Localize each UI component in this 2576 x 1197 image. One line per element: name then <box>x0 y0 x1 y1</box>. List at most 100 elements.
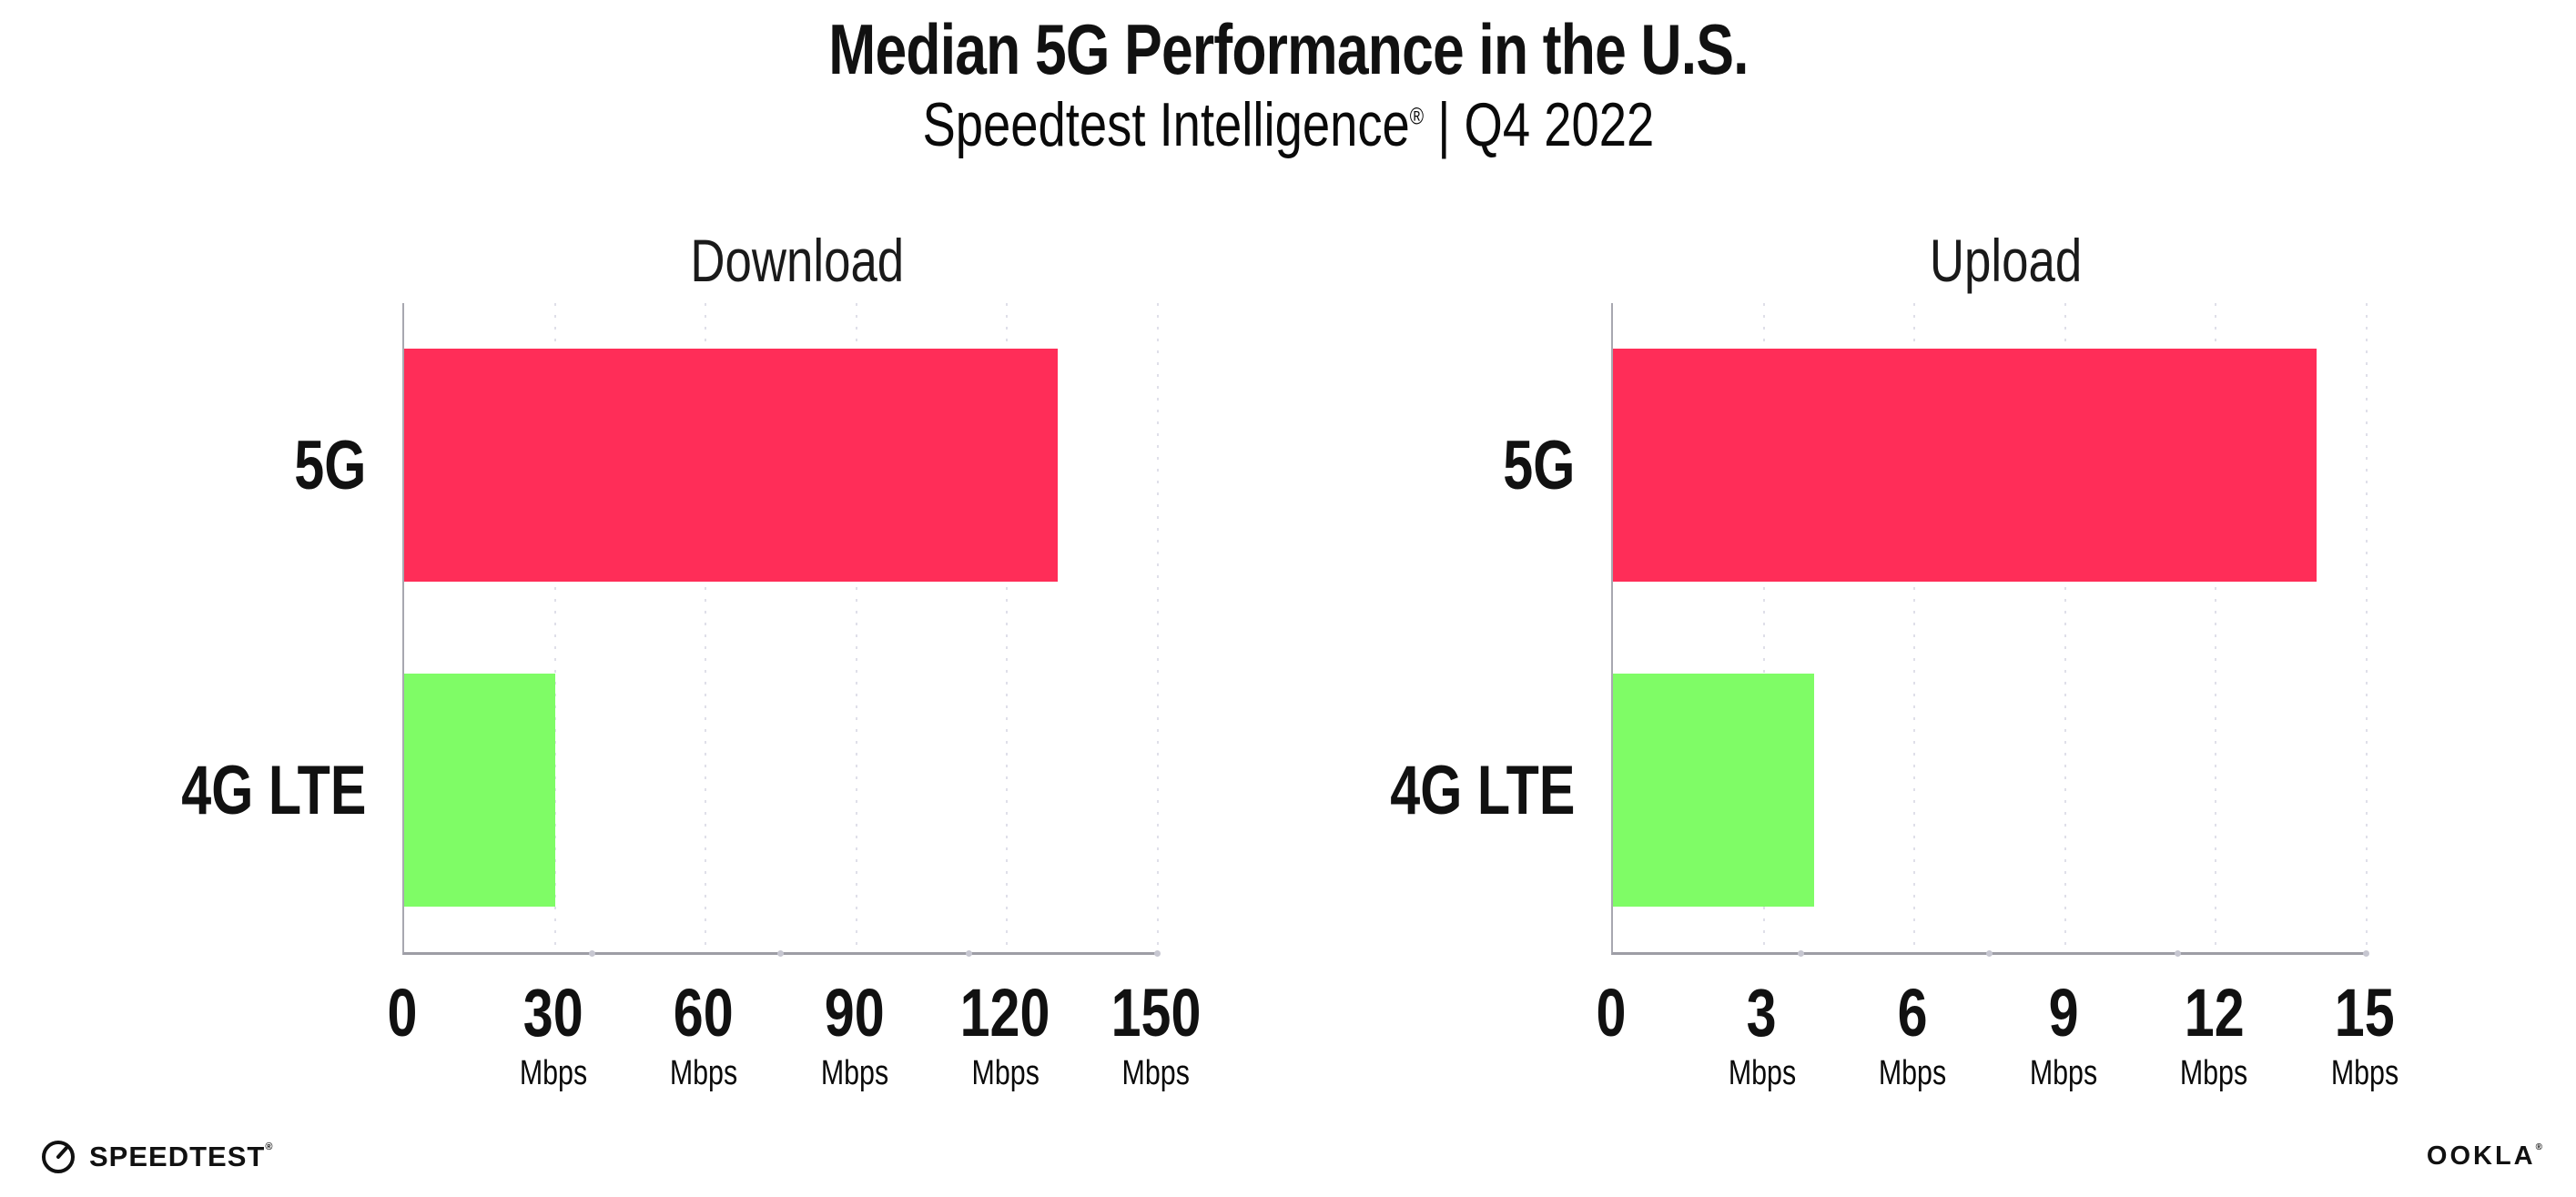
x-tick-value: 12 <box>2172 979 2257 1047</box>
x-tick-value-text: 60 <box>674 975 735 1050</box>
page-title: Median 5G Performance in the U.S. <box>827 9 1749 89</box>
chart-title: Download <box>690 227 905 294</box>
ookla-registered: ® <box>2535 1142 2545 1152</box>
x-tick-value: 120 <box>949 979 1061 1047</box>
x-tick: 12 Mbps <box>2172 979 2257 1091</box>
axis-tick-dot <box>2363 950 2369 957</box>
category-label-text: 4G LTE <box>1389 751 1575 829</box>
x-tick-value-text: 12 <box>2184 975 2245 1050</box>
x-tick-unit: Mbps <box>1871 1056 1955 1090</box>
category-label: 4G LTE <box>1382 628 1575 953</box>
x-tick-unit: Mbps <box>812 1056 897 1090</box>
chart-title: Upload <box>1930 227 2083 294</box>
x-tick-unit-text: Mbps <box>2029 1054 2097 1092</box>
x-tick-value-text: 0 <box>1596 975 1627 1050</box>
subtitle-separator: | <box>1436 90 1451 159</box>
gridline <box>705 303 707 952</box>
x-tick-value-text: 0 <box>387 975 418 1050</box>
x-tick-value-text: 150 <box>1111 975 1202 1050</box>
page-subtitle: Speedtest Intelligence® | Q4 2022 <box>0 91 2576 159</box>
axis-tick-dot <box>1798 950 1804 957</box>
x-tick-unit: Mbps <box>949 1056 1061 1090</box>
category-label-text: 5G <box>293 426 366 504</box>
x-tick-value-text: 6 <box>1897 975 1928 1050</box>
x-tick-unit-text: Mbps <box>519 1054 587 1092</box>
x-tick-unit-text: Mbps <box>2180 1054 2248 1092</box>
x-tick-unit-text: Mbps <box>1879 1054 1947 1092</box>
axis-tick-dot <box>1154 950 1161 957</box>
ookla-logo: OOKLA® <box>2427 1143 2545 1170</box>
x-tick-unit-text: Mbps <box>971 1054 1040 1092</box>
x-tick: 60 Mbps <box>662 975 746 1091</box>
bar-5g <box>1613 349 2317 582</box>
category-label: 4G LTE <box>173 628 366 953</box>
gridline <box>2064 303 2066 952</box>
gridline <box>2215 303 2217 952</box>
x-tick-unit: Mbps <box>511 1056 595 1090</box>
x-tick-unit-text: Mbps <box>1121 1054 1191 1092</box>
x-tick-value-text: 15 <box>2335 975 2395 1050</box>
plot-area <box>1611 303 2369 957</box>
x-tick-unit: Mbps <box>2021 1056 2105 1090</box>
x-tick-unit-text: Mbps <box>2330 1054 2399 1092</box>
x-tick-value-text: 120 <box>960 975 1050 1050</box>
x-tick: 120 Mbps <box>949 979 1061 1091</box>
axis-tick-dot <box>589 950 595 957</box>
x-axis-ticks: 0 3 Mbps 6 Mbps 9 Mbps 12 Mbps 15 Mbps <box>1597 952 2399 1098</box>
gridline <box>2366 303 2368 952</box>
x-tick: 3 Mbps <box>1719 979 1804 1091</box>
x-tick-value-text: 3 <box>1747 975 1778 1050</box>
gridline <box>1762 303 1765 952</box>
x-tick-unit: Mbps <box>1100 1056 1212 1090</box>
axis-tick-dot <box>2175 950 2181 957</box>
axis-tick-dot <box>966 950 972 957</box>
x-tick-unit: Mbps <box>2323 1056 2408 1090</box>
x-tick-value-text: 90 <box>824 975 885 1050</box>
x-tick-value: 0 <box>383 979 421 1047</box>
x-tick-value: 150 <box>1100 979 1212 1047</box>
download-chart: Download 0 30 Mbps 60 Mbps 90 Mbps 120 Mbps 150 Mb… <box>173 227 1202 1104</box>
x-tick-unit: Mbps <box>2172 1056 2257 1090</box>
x-tick-unit-text: Mbps <box>820 1054 888 1092</box>
x-tick-value: 0 <box>1592 979 1629 1047</box>
x-tick-unit-text: Mbps <box>670 1054 738 1092</box>
speedtest-trademark: ® <box>265 1141 274 1152</box>
category-label-text: 4G LTE <box>180 751 366 829</box>
x-tick-unit: Mbps <box>1719 1056 1804 1090</box>
x-tick-value: 6 <box>1871 979 1955 1047</box>
bar-4g-lte <box>404 674 555 907</box>
x-tick-value: 3 <box>1719 979 1804 1047</box>
bar-5g <box>404 349 1058 582</box>
gridline <box>855 303 857 952</box>
x-tick-value: 9 <box>2021 979 2105 1047</box>
x-tick: 0 <box>1592 979 1629 1047</box>
axis-tick-dot <box>1986 950 1993 957</box>
x-axis-ticks: 0 30 Mbps 60 Mbps 90 Mbps 120 Mbps 150 Mbps <box>388 952 1202 1098</box>
subtitle-period: Q4 2022 <box>1464 90 1654 159</box>
x-tick: 0 <box>383 979 421 1047</box>
x-tick: 30 Mbps <box>511 979 595 1091</box>
upload-chart: Upload 0 3 Mbps 6 Mbps 9 Mbps 12 Mbps 15 Mbps 5G 4G… <box>1382 230 2399 1104</box>
x-tick: 90 Mbps <box>812 979 897 1091</box>
bar-4g-lte <box>1613 674 1814 907</box>
gridline <box>553 303 556 952</box>
speedtest-logo: SPEEDTEST® <box>38 1136 273 1176</box>
subtitle-brand: Speedtest Intelligence <box>922 90 1410 159</box>
x-tick: 9 Mbps <box>2021 979 2105 1091</box>
plot-area <box>402 303 1161 957</box>
x-tick: 15 Mbps <box>2323 975 2408 1091</box>
registered-mark: ® <box>1409 102 1424 130</box>
axis-tick-dot <box>777 950 784 957</box>
x-tick-unit: Mbps <box>662 1056 746 1090</box>
category-label: 5G <box>1382 303 1575 628</box>
x-tick-unit-text: Mbps <box>1728 1054 1796 1092</box>
x-tick: 6 Mbps <box>1871 979 1955 1091</box>
x-tick-value-text: 30 <box>522 975 583 1050</box>
x-tick-value: 30 <box>511 979 595 1047</box>
speedtest-gauge-icon <box>42 1141 75 1173</box>
gridline <box>1006 303 1009 952</box>
x-tick: 150 Mbps <box>1100 979 1212 1091</box>
gridline <box>1913 303 1916 952</box>
x-tick-value: 90 <box>812 979 897 1047</box>
